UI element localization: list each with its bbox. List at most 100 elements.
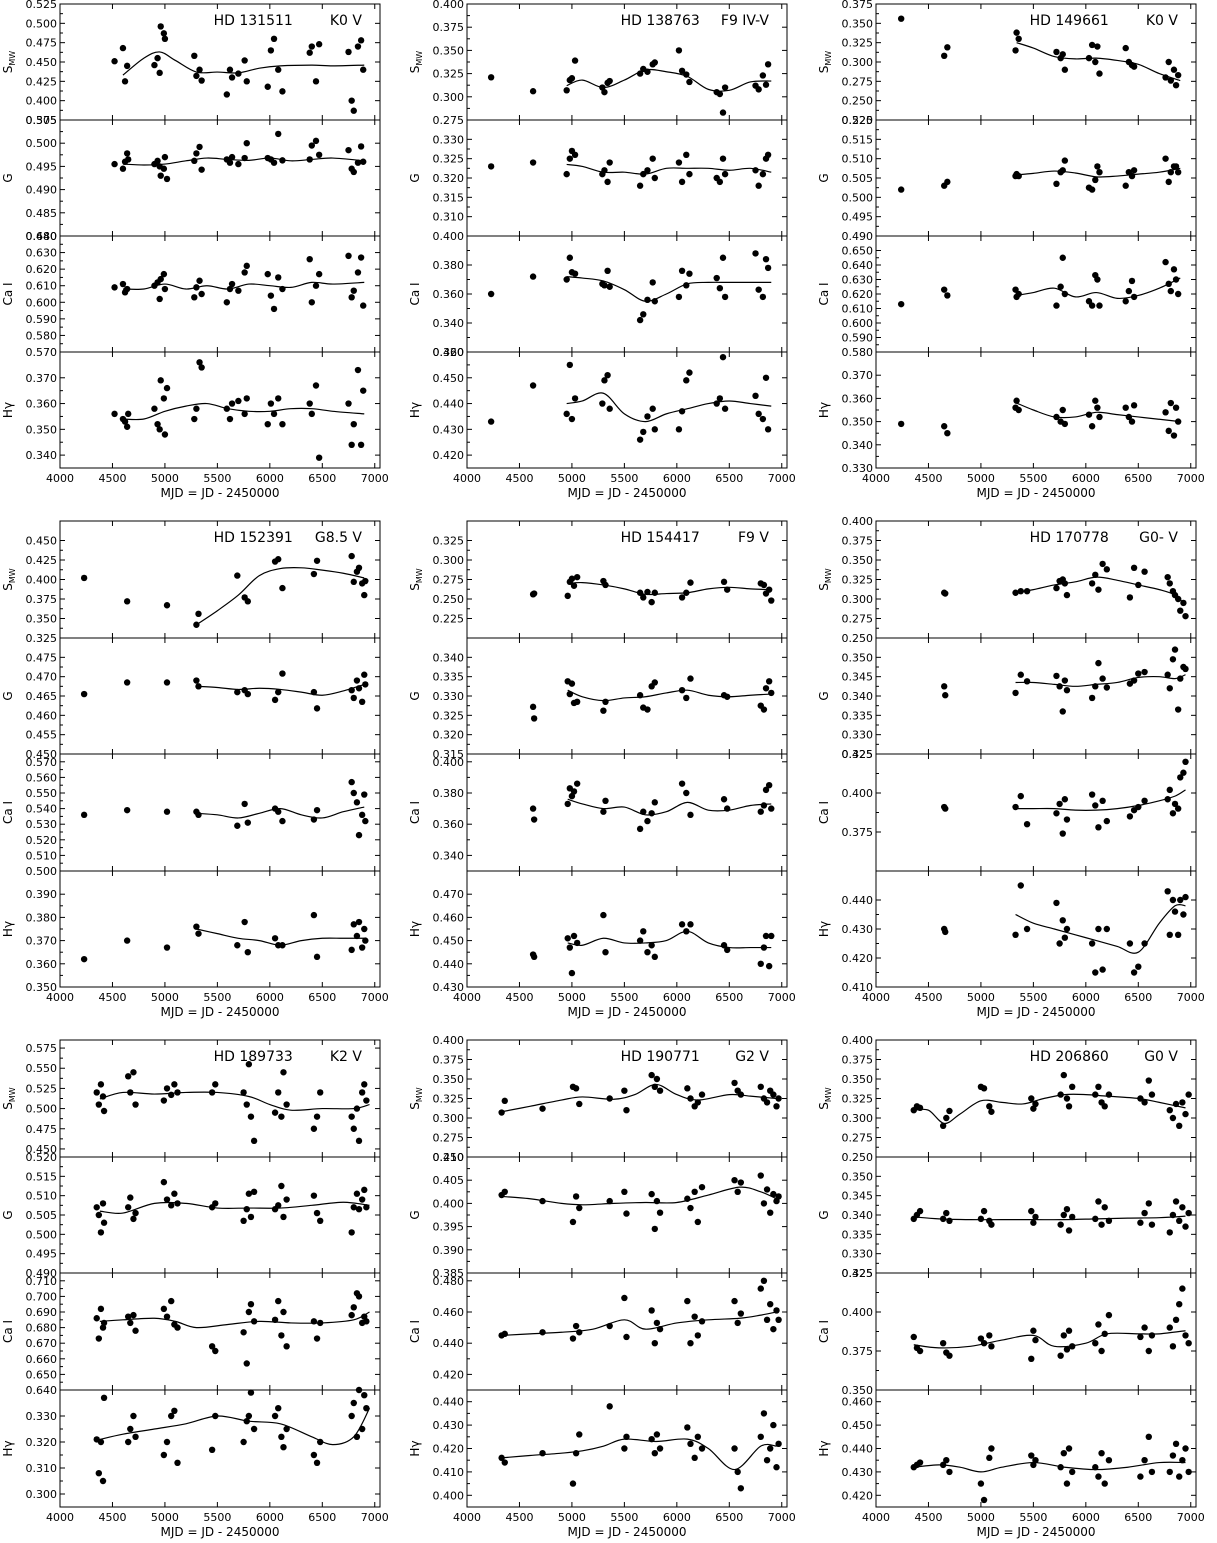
- data-point: [757, 1083, 764, 1091]
- data-point: [487, 290, 495, 298]
- data-point: [768, 805, 775, 812]
- data-point: [313, 953, 321, 961]
- data-point: [243, 1206, 250, 1213]
- data-point: [691, 1188, 698, 1196]
- y-tick-label: 0.700: [26, 1290, 58, 1303]
- y-tick-label: 0.340: [842, 1209, 874, 1222]
- data-point: [644, 68, 651, 75]
- data-point: [765, 962, 773, 970]
- fit-curve: [1015, 576, 1186, 606]
- y-axis-label: SMW: [1, 51, 17, 74]
- data-point: [1095, 925, 1102, 933]
- data-point: [174, 1089, 181, 1096]
- fit-curve: [196, 928, 365, 946]
- y-tick-label: 0.465: [26, 690, 58, 703]
- data-point: [649, 155, 656, 162]
- data-point: [310, 816, 318, 823]
- data-point: [354, 269, 362, 276]
- data-point: [279, 817, 286, 825]
- data-point: [648, 1307, 655, 1314]
- data-point: [731, 1177, 738, 1184]
- y-tick-label: 0.400: [433, 0, 465, 11]
- y-axis-label: G: [408, 691, 422, 700]
- data-point: [501, 1459, 508, 1466]
- data-point: [1030, 1219, 1037, 1226]
- data-point: [1028, 1355, 1035, 1363]
- data-point: [757, 960, 764, 967]
- data-point: [568, 969, 576, 977]
- data-point: [132, 1433, 139, 1441]
- data-point: [313, 557, 321, 564]
- data-point: [93, 1315, 100, 1322]
- data-point: [358, 1089, 366, 1096]
- data-point: [235, 397, 242, 405]
- data-point: [757, 1285, 764, 1292]
- data-point: [721, 84, 729, 91]
- fit-curve: [99, 1091, 370, 1111]
- data-point: [568, 575, 576, 582]
- data-point: [1166, 1229, 1173, 1236]
- y-tick-label: 0.325: [433, 153, 465, 166]
- y-tick-label: 0.500: [26, 1228, 58, 1241]
- data-point: [350, 107, 357, 114]
- y-tick-label: 0.515: [842, 133, 874, 146]
- data-point: [208, 1343, 216, 1350]
- star-figure-2: 0.225 0.250 0.275 0.300 0.325 0.350 0.375 SMW HD…: [817, 0, 1205, 500]
- data-point: [355, 564, 363, 571]
- y-tick-label: 0.400: [842, 515, 874, 528]
- data-point: [228, 280, 236, 288]
- data-point: [160, 395, 168, 402]
- panel-5-1: 0.325 0.330 0.335 0.340 0.345 0.350 G: [817, 637, 1197, 761]
- data-point: [713, 400, 720, 407]
- data-point: [765, 678, 773, 685]
- data-point: [1103, 925, 1111, 933]
- data-point: [678, 67, 686, 75]
- data-point: [228, 400, 236, 407]
- data-point: [678, 178, 686, 186]
- y-tick-label: 0.525: [26, 1082, 58, 1095]
- data-point: [687, 1204, 694, 1212]
- y-axis-label: Hγ: [817, 921, 831, 937]
- x-tick-label: 5000: [151, 1511, 179, 1524]
- data-point: [571, 395, 579, 402]
- data-point: [348, 1229, 355, 1236]
- data-point: [250, 1188, 258, 1196]
- panel-8-1: 0.325 0.330 0.335 0.340 0.345 0.350 G: [817, 1156, 1197, 1280]
- panel-frame: [59, 1272, 381, 1391]
- data-point: [1063, 1480, 1071, 1487]
- x-tick-label: 7000: [1177, 991, 1205, 1004]
- data-point: [644, 588, 651, 596]
- data-point: [161, 285, 169, 293]
- data-point: [1170, 432, 1178, 439]
- data-point: [501, 1188, 508, 1196]
- data-point: [1185, 1209, 1192, 1217]
- data-point: [1061, 420, 1069, 428]
- y-tick-label: 0.690: [26, 1306, 58, 1319]
- star-figure-0: 0.375 0.400 0.425 0.450 0.475 0.500 0.525 SMW HD…: [1, 0, 389, 500]
- data-point: [1095, 1473, 1102, 1480]
- y-tick-label: 0.470: [26, 671, 58, 684]
- data-point: [939, 1215, 947, 1223]
- data-point: [1013, 397, 1020, 404]
- x-tick-label: 5500: [1019, 472, 1047, 485]
- data-point: [355, 1386, 363, 1394]
- data-point: [678, 780, 686, 787]
- data-point: [193, 284, 200, 291]
- data-point: [345, 146, 352, 154]
- data-point: [1172, 276, 1180, 283]
- data-point: [154, 54, 161, 62]
- data-point: [1030, 1327, 1037, 1334]
- data-point: [770, 1421, 777, 1429]
- data-point: [306, 49, 313, 56]
- data-point: [763, 1186, 771, 1193]
- data-point: [1088, 791, 1096, 798]
- data-point: [1101, 1103, 1108, 1110]
- data-point: [1012, 589, 1019, 596]
- data-point: [1028, 1095, 1035, 1102]
- data-point: [348, 687, 355, 694]
- data-point: [130, 1311, 137, 1319]
- data-point: [1174, 418, 1182, 425]
- star-name: HD 131511: [214, 13, 293, 29]
- fit-curve: [566, 68, 772, 92]
